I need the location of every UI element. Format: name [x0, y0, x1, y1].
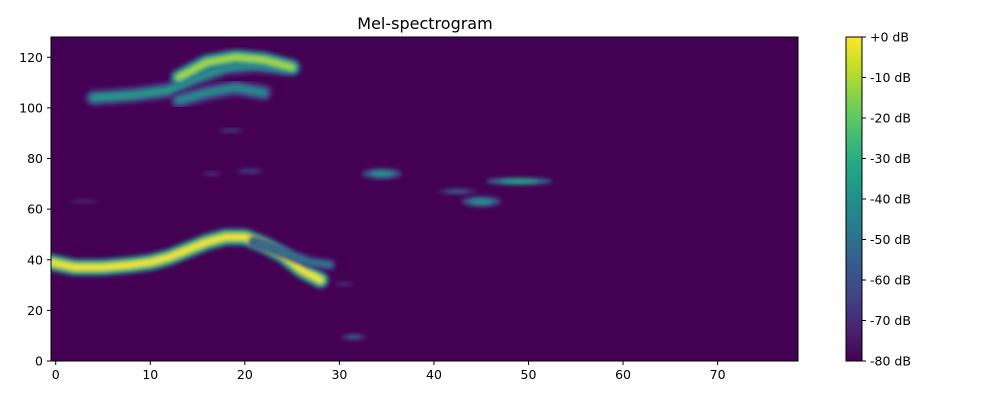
colorbar-tick-label: -80 dB	[870, 354, 911, 369]
y-tick-label: 60	[27, 202, 43, 217]
x-tick-label: 10	[142, 367, 158, 382]
heatmap-plot-area	[50, 36, 799, 362]
x-tick-label: 40	[426, 367, 442, 382]
colorbar: +0 dB -10 dB -20 dB -30 dB -40 dB -50 dB -60 d…	[845, 30, 911, 369]
heatmap-feature-blob-31-31	[334, 282, 355, 286]
colorbar-tick-label: -50 dB	[870, 232, 911, 247]
y-axis: 0 20 40 60 80 100 120	[19, 50, 51, 369]
y-tick-label: 20	[27, 303, 43, 318]
heatmap-feature-blob-44-63	[461, 196, 502, 207]
colorbar-tick-label: +0 dB	[870, 30, 909, 45]
x-tick-label: 60	[615, 367, 631, 382]
y-tick-label: 80	[27, 151, 43, 166]
x-tick-label: 70	[710, 367, 726, 382]
y-tick-label: 40	[27, 252, 43, 267]
colorbar-tick-label: -30 dB	[870, 151, 911, 166]
heatmap-feature-blob-49-71	[485, 177, 553, 185]
heatmap-feature-blob-43-67	[437, 188, 478, 195]
chart-title: Mel-spectrogram	[357, 14, 492, 33]
colorbar-tick-label: -20 dB	[870, 111, 911, 126]
y-tick-label: 0	[35, 354, 43, 369]
colorbar-tick-label: -70 dB	[870, 313, 911, 328]
x-tick-label: 0	[52, 367, 60, 382]
heatmap-feature-blob-16-74	[201, 171, 222, 176]
heatmap-feature-harmonic-top	[170, 48, 301, 86]
heatmap-feature-blob-18-91	[217, 128, 244, 133]
heatmap-feature-harmonic-low	[170, 79, 273, 109]
x-tick-label: 30	[331, 367, 347, 382]
colorbar-gradient	[845, 36, 863, 362]
heatmap-feature-blob-3-63	[70, 199, 98, 204]
y-tick-label: 100	[19, 100, 43, 115]
heatmap-feature-blob-34-74	[362, 168, 402, 180]
colorbar-tick-label: -60 dB	[870, 273, 911, 288]
y-tick-label: 120	[19, 50, 43, 65]
heatmap-feature-fundamental-tail	[248, 236, 336, 271]
colorbar-tick-label: -40 dB	[870, 192, 911, 207]
heatmap-feature-blob-21-75	[236, 168, 263, 174]
colorbar-tick-label: -10 dB	[870, 70, 911, 85]
heatmap-marks	[51, 48, 553, 340]
x-axis: 0 10 20 30 40 50 60 70	[52, 361, 726, 382]
heatmap-feature-blob-32-9	[340, 334, 367, 340]
x-tick-label: 20	[237, 367, 253, 382]
x-tick-label: 50	[521, 367, 537, 382]
